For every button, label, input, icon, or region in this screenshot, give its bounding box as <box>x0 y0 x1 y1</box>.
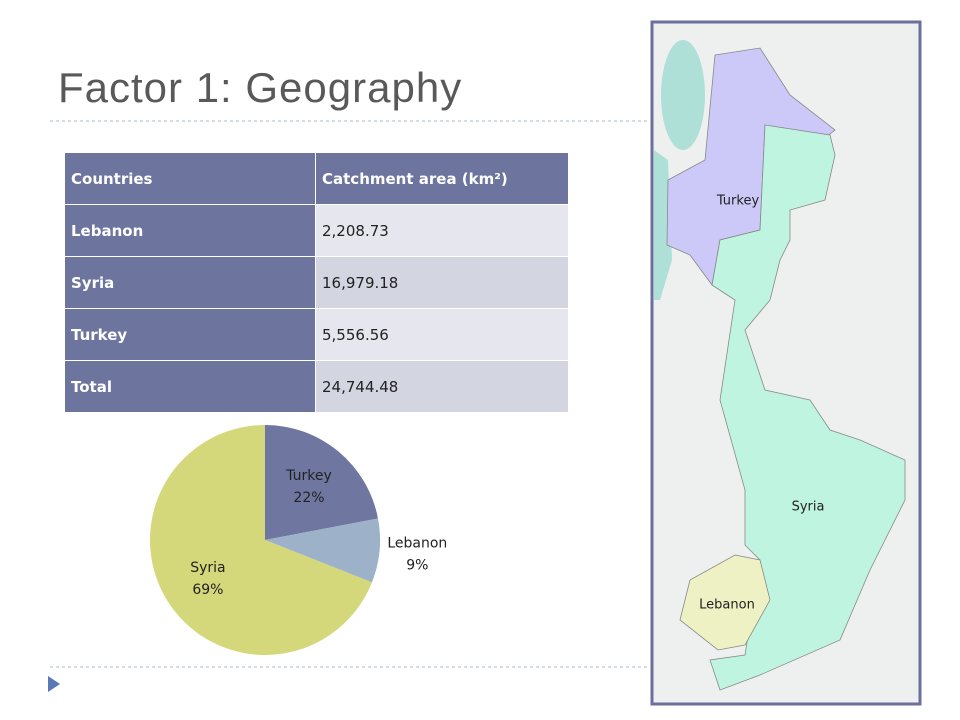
table-cell: 5,556.56 <box>315 308 569 361</box>
pie-slice <box>149 425 372 655</box>
lebanon-region <box>679 554 771 651</box>
table-cell: Syria <box>64 256 316 309</box>
slice-label: Turkey <box>285 468 332 484</box>
map-label: Turkey <box>716 194 760 209</box>
slice-value-label: 9% <box>406 557 428 573</box>
table-cell: Turkey <box>64 308 316 361</box>
slice-label: Lebanon <box>387 535 447 551</box>
map: Turkey Syria Lebanon <box>650 20 922 706</box>
sea <box>661 40 705 150</box>
data-table: Countries Catchment area (km²) Lebanon 2,… <box>64 152 569 413</box>
header-row: Countries Catchment area (km²) <box>64 152 569 205</box>
table-row: Syria 16,979.18 <box>64 256 569 309</box>
slice-label: Syria <box>190 560 225 576</box>
table-cell: 24,744.48 <box>315 360 569 413</box>
map-label: Lebanon <box>699 598 755 613</box>
slice-value-label: 69% <box>192 582 223 598</box>
pie-slice <box>265 518 380 583</box>
pie-slice <box>265 425 378 540</box>
slide-title: Factor 1: Geography <box>58 64 463 111</box>
table-row: Total 24,744.48 <box>64 360 569 413</box>
table-row: Lebanon 2,208.73 <box>64 204 569 257</box>
table-cell: 2,208.73 <box>315 204 569 257</box>
slice-value-label: 22% <box>293 490 324 506</box>
table-cell: Lebanon <box>64 204 316 257</box>
table-row: Turkey 5,556.56 <box>64 308 569 361</box>
map-label: Syria <box>792 500 825 515</box>
table-cell: 16,979.18 <box>315 256 569 309</box>
syria-region <box>709 124 906 691</box>
header-cell: Countries <box>64 152 316 205</box>
nav-bullet <box>48 676 60 692</box>
header-cell: Catchment area (km²) <box>315 152 569 205</box>
table-cell: Total <box>64 360 316 413</box>
